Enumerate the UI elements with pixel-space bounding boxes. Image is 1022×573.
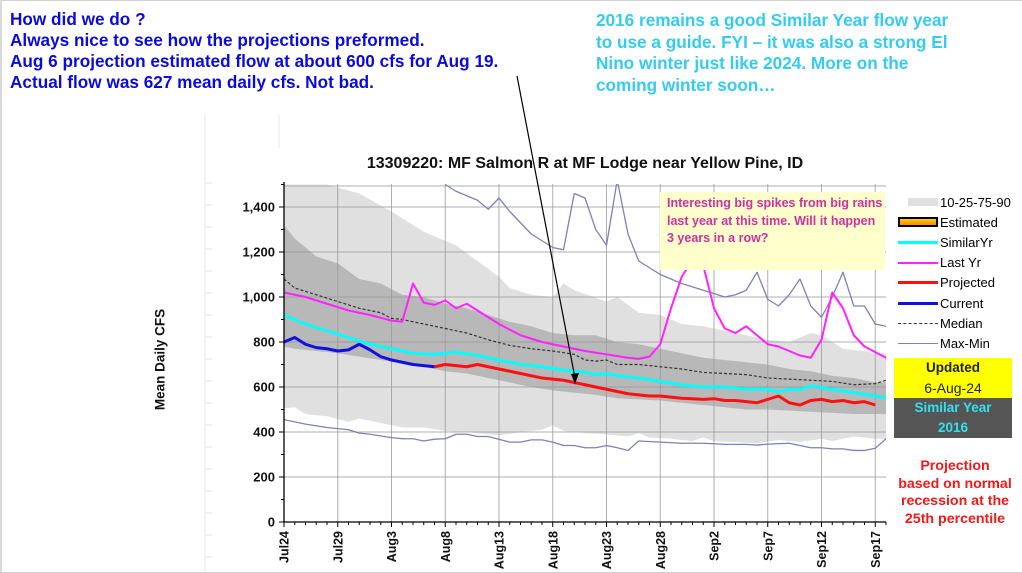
x-tick-label: Aug8 <box>439 531 453 562</box>
legend-label: Max-Min <box>940 335 990 351</box>
projected-line-icon <box>898 277 938 289</box>
legend-label: Current <box>940 295 984 311</box>
legend-label: Last Yr <box>940 255 981 271</box>
legend-item-median: Median <box>898 313 1011 333</box>
series-projected <box>434 363 876 407</box>
legend-item-estimated: Estimated <box>898 212 1011 232</box>
legend-item-band: 10-25-75-90 <box>898 192 1011 212</box>
similar-year-label: Similar Year <box>914 400 992 415</box>
x-tick-label: Aug13 <box>493 531 507 569</box>
legend-label: Estimated <box>940 214 998 230</box>
note-line: Nino winter just like 2024. More on the <box>596 53 909 73</box>
background-ruler <box>204 115 280 573</box>
median-line-icon <box>898 317 938 329</box>
legend-label: Median <box>940 315 983 331</box>
series-similar-yr <box>284 313 886 400</box>
note-line: to use a guide. FYI – it was also a stro… <box>596 31 948 52</box>
arrow-head-icon <box>571 373 579 384</box>
legend-label: SimilarYr <box>940 234 993 250</box>
x-tick-label: Sep12 <box>815 531 829 568</box>
x-tick-label: Sep7 <box>761 531 775 561</box>
current-line-icon <box>898 297 938 309</box>
chart-title: 13309220: MF Salmon R at MF Lodge near Y… <box>366 155 804 172</box>
similar-line-icon <box>898 236 938 248</box>
legend-item-current: Current <box>898 293 1011 313</box>
estimated-swatch-icon <box>898 216 938 228</box>
series-current <box>284 336 435 369</box>
legend-item-maxmin: Max-Min <box>898 333 1011 353</box>
updated-box: Updated 6-Aug-24 <box>894 358 1012 398</box>
series-median <box>284 278 886 386</box>
lastyr-line-icon <box>898 257 938 269</box>
x-tick-label: Jul24 <box>278 531 292 563</box>
x-tick-label: Jul29 <box>331 531 345 563</box>
legend-label: Projected <box>940 275 995 291</box>
axes: 0 200 400 600 800 1,000 1,200 1,400 Jul24 Jul29 Au… <box>242 182 887 569</box>
x-tick-label: Aug28 <box>654 531 668 569</box>
y-tick-label: 1,400 <box>242 200 275 215</box>
note-similar-year: 2016 remains a good Similar Year flow ye… <box>596 10 1016 96</box>
x-tick-label: Aug18 <box>546 531 560 569</box>
note-line: 2016 remains a good Similar Year flow ye… <box>596 10 949 30</box>
y-tick-label: 400 <box>253 425 275 440</box>
note-line: How did we do ? <box>10 9 146 29</box>
legend-label: 10-25-75-90 <box>940 194 1011 210</box>
legend-item-lastyr: Last Yr <box>898 253 1011 273</box>
maxmin-line-icon <box>898 337 938 349</box>
note-line: coming winter soon… <box>596 74 776 95</box>
note-line: Actual flow was 627 mean daily cfs. Not … <box>10 72 374 92</box>
x-tick-label: Aug23 <box>600 531 614 569</box>
x-tick-label: Sep17 <box>869 531 883 568</box>
x-tick-label: Aug3 <box>385 531 399 562</box>
similar-year-value: 2016 <box>937 420 969 435</box>
annotation-arrow <box>516 75 579 384</box>
note-line: Aug 6 projection estimated flow at about… <box>10 51 499 71</box>
y-tick-label: 1,000 <box>242 290 275 305</box>
annotation-box: Interesting big spikes from big rains la… <box>660 192 885 270</box>
band-swatch-icon <box>898 196 938 208</box>
updated-date: 6-Aug-24 <box>924 380 982 396</box>
series-min <box>284 418 886 452</box>
y-tick-label: 200 <box>253 470 275 485</box>
y-tick-label: 0 <box>268 515 275 530</box>
legend-item-similar: SimilarYr <box>898 232 1011 252</box>
y-axis-label: Mean Daily CFS <box>152 308 168 411</box>
note-how-did-we-do: How did we do ? Always nice to see how t… <box>10 9 498 93</box>
arrow-shaft <box>516 75 576 379</box>
y-tick-label: 600 <box>253 380 275 395</box>
legend-item-projected: Projected <box>898 273 1011 293</box>
note-line: Always nice to see how the projections p… <box>10 30 425 50</box>
similar-year-box: Similar Year 2016 <box>894 398 1012 438</box>
updated-label: Updated <box>926 360 980 375</box>
series-last-yr <box>284 258 886 360</box>
x-tick-label: Sep2 <box>708 531 722 561</box>
projection-note: Projection based on normal recession at … <box>898 458 1012 527</box>
y-tick-label: 1,200 <box>242 245 275 260</box>
y-tick-label: 800 <box>253 335 275 350</box>
legend: 10-25-75-90 Estimated SimilarYr Last Yr … <box>898 192 1011 354</box>
